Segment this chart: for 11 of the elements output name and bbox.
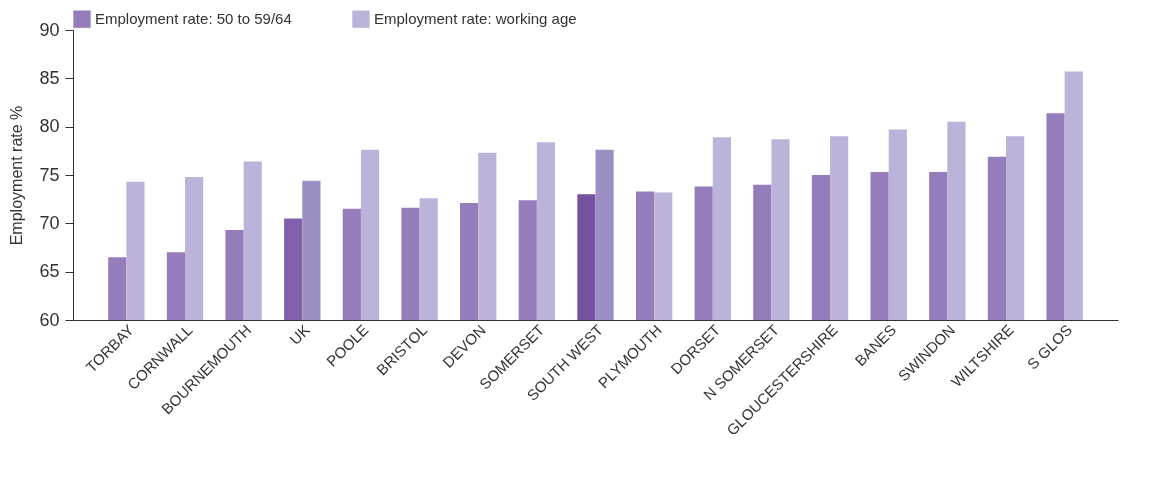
y-tick-label: 70 — [39, 212, 60, 233]
y-tick-label: 75 — [39, 164, 60, 185]
y-tick-label: 60 — [39, 309, 60, 330]
y-tick-label: 80 — [39, 116, 60, 137]
y-axis-title: Employment rate % — [8, 105, 26, 246]
y-tick-label: 85 — [39, 67, 60, 88]
x-tick-label: UK — [286, 321, 313, 348]
y-tick-label: 65 — [39, 261, 60, 282]
y-tick-label: 90 — [39, 19, 60, 40]
legend-label: Employment rate: working age — [374, 10, 577, 28]
legend-label: Employment rate: 50 to 59/64 — [95, 10, 292, 28]
